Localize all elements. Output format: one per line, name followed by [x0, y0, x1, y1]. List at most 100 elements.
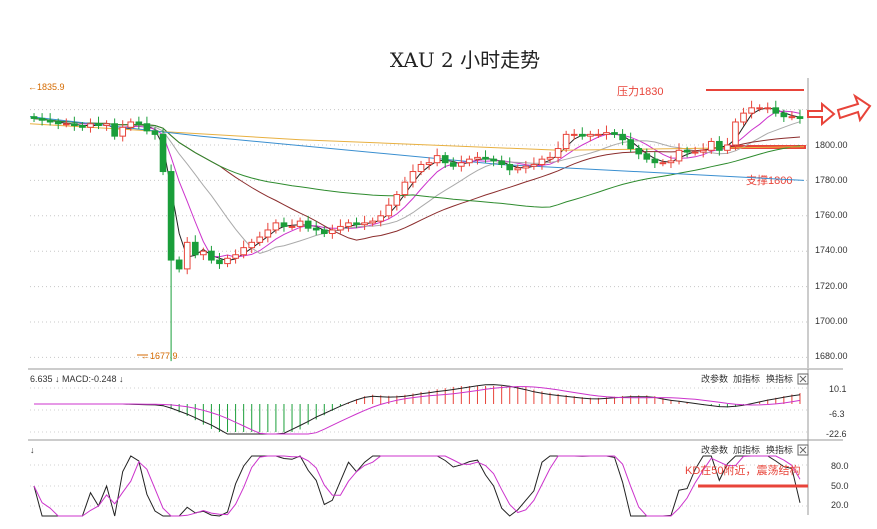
close-icon[interactable]	[797, 373, 809, 385]
candle-body	[248, 241, 256, 249]
y-tick-label: 1700.00	[815, 316, 848, 326]
candle-body	[474, 156, 481, 160]
candle-body	[345, 222, 352, 227]
macd-series	[34, 384, 801, 435]
candles	[30, 100, 804, 362]
resistance-label: 压力1830	[617, 85, 663, 98]
candle-body	[151, 130, 159, 135]
candle-body	[264, 229, 272, 238]
candle-body	[627, 139, 634, 150]
candle-body	[183, 241, 191, 270]
candle-body	[288, 225, 296, 228]
candle-body	[353, 222, 360, 226]
candle-body	[433, 155, 441, 164]
candle-body	[103, 123, 110, 127]
candle-body	[667, 160, 675, 164]
arrow-up-right-icon	[836, 93, 872, 123]
candle-body	[232, 254, 239, 259]
candle-body	[732, 121, 739, 146]
candle-body	[441, 155, 449, 164]
candle-body	[780, 112, 788, 118]
kdj-tick-label: 50.0	[831, 481, 849, 491]
candle-body	[466, 158, 473, 164]
candle-body	[764, 107, 772, 110]
candle-body	[369, 220, 376, 224]
high-label: ←1835.9	[28, 82, 65, 92]
candle-body	[546, 156, 554, 160]
y-tick-label: 1800.00	[815, 140, 848, 150]
candle-body	[216, 259, 223, 265]
kdj-menu-switch[interactable]: 换指标	[766, 444, 793, 455]
candle-body	[417, 163, 425, 173]
candle-body	[385, 204, 393, 217]
kdj-menu-add[interactable]: 加指标	[733, 444, 760, 455]
candle-body	[675, 149, 683, 162]
candle-body	[62, 123, 70, 126]
macd-tick-label: -6.3	[829, 409, 845, 419]
candle-body	[95, 123, 102, 127]
candle-body	[38, 117, 46, 121]
candle-body	[296, 220, 304, 227]
candle-body	[740, 112, 747, 123]
macd-menu-add[interactable]: 加指标	[733, 373, 760, 384]
candle-body	[619, 133, 626, 141]
y-tick-label: 1780.00	[815, 175, 848, 185]
candle-body	[200, 250, 207, 256]
candle-body	[570, 133, 578, 136]
macd-line	[34, 386, 801, 435]
candle-body	[409, 171, 417, 183]
chart-title: XAU 2 小时走势	[390, 48, 540, 72]
candle-body	[514, 167, 522, 171]
y-tick-label: 1760.00	[815, 210, 848, 220]
candle-body	[498, 160, 505, 165]
macd-tick-label: 10.1	[829, 384, 847, 394]
y-tick-label: 1740.00	[815, 245, 848, 255]
candle-body	[54, 121, 62, 125]
kdj-line	[33, 455, 801, 517]
y-tick-label: 1680.00	[815, 351, 848, 361]
candle-body	[127, 121, 135, 128]
candle-body	[772, 107, 780, 114]
candle-body	[304, 220, 312, 229]
arrow-right-icon	[807, 101, 836, 127]
ma-line	[33, 118, 801, 254]
candle-body	[208, 250, 215, 261]
candle-body	[240, 247, 247, 256]
candle-body	[175, 259, 183, 270]
candle-body	[595, 133, 602, 136]
candle-body	[111, 123, 118, 137]
candle-body	[611, 132, 618, 135]
ma-line	[33, 110, 801, 258]
macd-menu-switch[interactable]: 换指标	[766, 373, 793, 384]
candle-body	[554, 148, 562, 158]
candle-body	[707, 140, 715, 151]
candle-body	[46, 119, 54, 123]
macd-line	[34, 384, 801, 435]
candle-body	[119, 126, 127, 137]
kdj-tick-label: 80.0	[831, 461, 849, 471]
candle-body	[691, 151, 699, 154]
kdj-header-arrow: ↓	[30, 445, 35, 455]
macd-tick-label: -22.6	[826, 429, 847, 439]
kdj-tick-label: 20.0	[831, 500, 849, 510]
macd-menu-edit[interactable]: 改参数	[701, 373, 728, 384]
candle-body	[748, 107, 755, 114]
candle-body	[425, 162, 433, 165]
candle-body	[635, 148, 643, 155]
candle-body	[522, 165, 530, 169]
candle-body	[280, 222, 288, 227]
candle-body	[167, 171, 175, 261]
close-icon[interactable]	[797, 444, 809, 456]
candle-body	[224, 257, 231, 265]
candle-body	[699, 149, 707, 153]
candle-body	[756, 107, 763, 110]
candle-body	[191, 241, 199, 256]
candle-body	[143, 123, 151, 132]
candle-body	[361, 222, 368, 226]
low-label: ←1677.9	[141, 351, 178, 361]
candle-body	[683, 149, 691, 153]
candle-body	[401, 181, 409, 196]
candle-body	[320, 229, 328, 235]
kdj-menu-edit[interactable]: 改参数	[701, 444, 728, 455]
candle-body	[530, 163, 538, 167]
